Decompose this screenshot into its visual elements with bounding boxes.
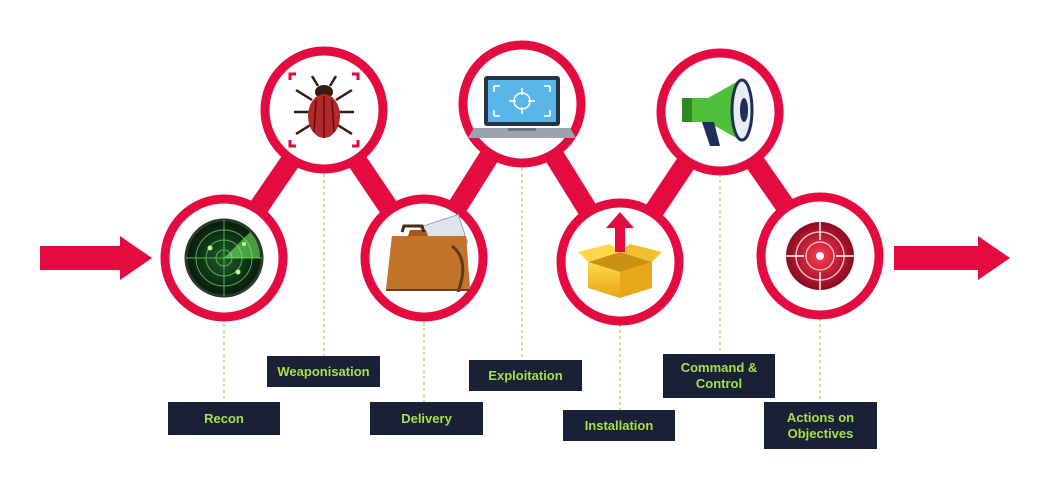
label-weaponisation: Weaponisation	[267, 356, 380, 387]
arrow-out	[894, 236, 1010, 280]
laptop-target-icon	[468, 76, 576, 138]
label-exploitation: Exploitation	[469, 360, 582, 391]
radar-icon	[184, 218, 264, 298]
megaphone-icon	[682, 78, 754, 146]
label-installation: Installation	[563, 410, 675, 441]
label-command-control: Command & Control	[663, 354, 775, 398]
arrow-in	[40, 236, 152, 280]
bug-icon	[288, 72, 360, 148]
box-upload-icon	[578, 212, 662, 298]
label-recon: Recon	[168, 402, 280, 435]
target-icon	[782, 218, 858, 294]
label-delivery: Delivery	[370, 402, 483, 435]
briefcase-icon	[386, 213, 470, 293]
label-actions-on-objectives: Actions on Objectives	[764, 402, 877, 449]
